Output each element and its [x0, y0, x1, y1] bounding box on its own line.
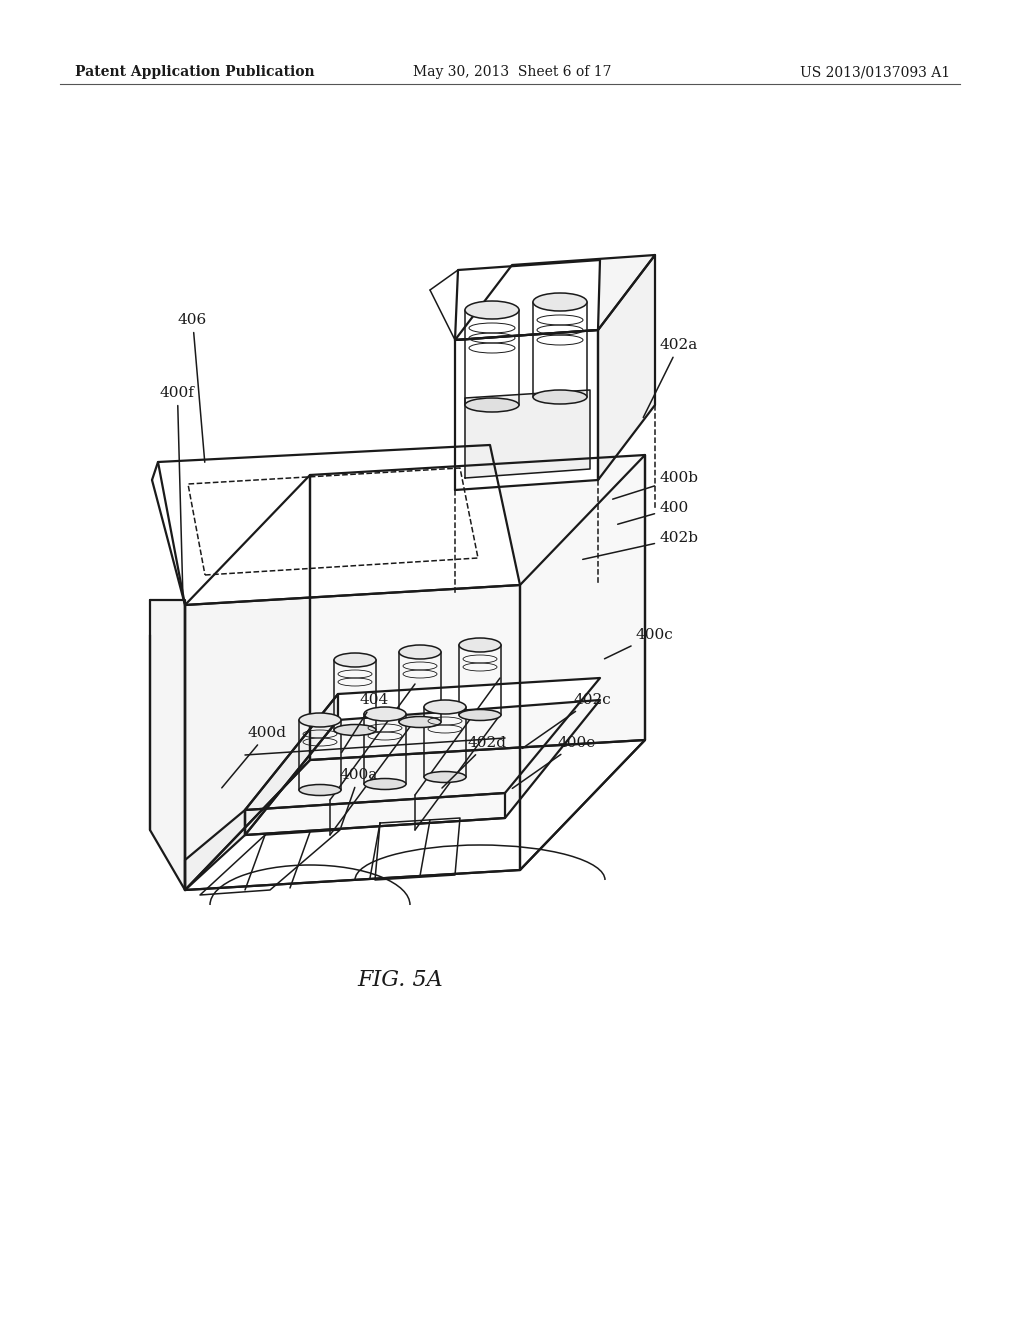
Text: FIG. 5A: FIG. 5A [357, 969, 442, 991]
Polygon shape [375, 818, 460, 880]
Text: 406: 406 [178, 313, 207, 462]
Polygon shape [245, 678, 600, 810]
Polygon shape [200, 830, 340, 895]
Text: 400b: 400b [612, 471, 699, 499]
Polygon shape [455, 255, 655, 341]
Text: 400f: 400f [160, 385, 195, 597]
Text: 400c: 400c [604, 628, 673, 659]
Polygon shape [310, 455, 645, 760]
Polygon shape [185, 475, 310, 890]
Polygon shape [185, 741, 645, 890]
Polygon shape [520, 455, 645, 870]
Polygon shape [465, 389, 590, 478]
Ellipse shape [424, 700, 466, 714]
Text: 400d: 400d [222, 726, 287, 788]
Text: 402b: 402b [583, 531, 699, 560]
Text: May 30, 2013  Sheet 6 of 17: May 30, 2013 Sheet 6 of 17 [413, 65, 611, 79]
Ellipse shape [334, 653, 376, 667]
Ellipse shape [459, 638, 501, 652]
Text: 402a: 402a [643, 338, 698, 417]
Ellipse shape [399, 645, 441, 659]
Polygon shape [455, 260, 600, 341]
Polygon shape [150, 601, 185, 890]
Polygon shape [245, 694, 338, 836]
Ellipse shape [364, 708, 406, 721]
Ellipse shape [364, 779, 406, 789]
Text: 400e: 400e [512, 737, 596, 788]
Text: US 2013/0137093 A1: US 2013/0137093 A1 [800, 65, 950, 79]
Text: 400: 400 [617, 502, 689, 524]
Text: 400a: 400a [340, 768, 378, 828]
Text: 402d: 402d [442, 737, 507, 788]
Ellipse shape [299, 784, 341, 796]
Text: 404: 404 [341, 693, 389, 752]
Ellipse shape [465, 399, 519, 412]
Polygon shape [598, 255, 655, 480]
Polygon shape [158, 445, 520, 605]
Ellipse shape [299, 713, 341, 727]
Polygon shape [185, 810, 245, 890]
Ellipse shape [334, 725, 376, 735]
Text: 402c: 402c [522, 693, 610, 748]
Polygon shape [245, 700, 600, 836]
Ellipse shape [534, 293, 587, 312]
Ellipse shape [424, 771, 466, 783]
Polygon shape [455, 330, 598, 490]
Ellipse shape [534, 389, 587, 404]
Ellipse shape [465, 301, 519, 319]
Ellipse shape [459, 710, 501, 721]
Ellipse shape [399, 717, 441, 727]
Text: Patent Application Publication: Patent Application Publication [75, 65, 314, 79]
Polygon shape [245, 793, 505, 836]
